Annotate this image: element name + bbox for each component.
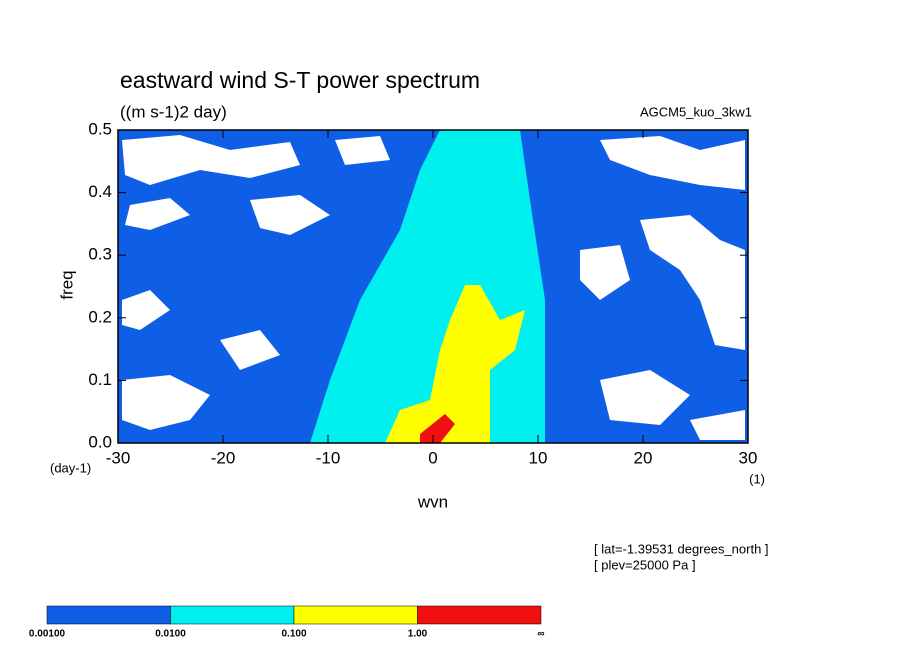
colorbar-label: 1.00 <box>408 629 428 640</box>
contour-gap <box>580 245 630 300</box>
y-axis-label: freq <box>57 270 76 299</box>
x-tick-label: -20 <box>211 448 236 467</box>
y-tick-label: 0.1 <box>88 370 112 389</box>
contour-region <box>385 285 525 443</box>
colorbar-swatch <box>417 605 542 625</box>
annotation: [ lat=-1.39531 degrees_north ] <box>594 541 769 556</box>
x-tick-label: 10 <box>529 448 548 467</box>
contour-gap <box>220 330 280 370</box>
y-tick-label: 0.0 <box>88 432 112 451</box>
y-unit: (day-1) <box>50 460 91 475</box>
contour-gap <box>122 135 300 185</box>
x-tick-label: 0 <box>428 448 437 467</box>
contour-gap <box>600 136 745 190</box>
contour-gap <box>122 290 170 330</box>
y-tick-label: 0.2 <box>88 307 112 326</box>
contour-gap <box>122 375 210 430</box>
contour-gap <box>690 410 745 440</box>
x-unit: (1) <box>749 471 765 486</box>
contour-region <box>420 414 455 443</box>
colorbar-swatch <box>293 605 418 625</box>
contour-gap <box>335 136 390 165</box>
x-tick-label: -10 <box>316 448 341 467</box>
x-tick-label: -30 <box>106 448 131 467</box>
x-axis-label: wvn <box>417 492 448 511</box>
y-tick-label: 0.5 <box>88 119 112 138</box>
contour-gap <box>600 370 690 425</box>
run-label: AGCM5_kuo_3kw1 <box>640 104 752 119</box>
y-tick-label: 0.3 <box>88 245 112 264</box>
subtitle: ((m s-1)2 day) <box>120 102 227 121</box>
contour-gap <box>125 198 190 230</box>
colorbar-swatch <box>170 605 295 625</box>
colorbar-label: 0.0100 <box>155 629 186 640</box>
y-tick-label: 0.4 <box>88 182 112 201</box>
contour-field <box>118 130 748 443</box>
chart-title: eastward wind S-T power spectrum <box>120 67 480 93</box>
contour-gap <box>250 195 330 235</box>
x-tick-label: 20 <box>634 448 653 467</box>
x-tick-label: 30 <box>739 448 758 467</box>
annotation: [ plev=25000 Pa ] <box>594 557 696 572</box>
colorbar-label: ∞ <box>537 629 544 640</box>
colorbar-swatch <box>46 605 171 625</box>
contour-gap <box>640 215 745 350</box>
colorbar-label: 0.00100 <box>29 629 66 640</box>
colorbar-label: 0.100 <box>281 629 306 640</box>
